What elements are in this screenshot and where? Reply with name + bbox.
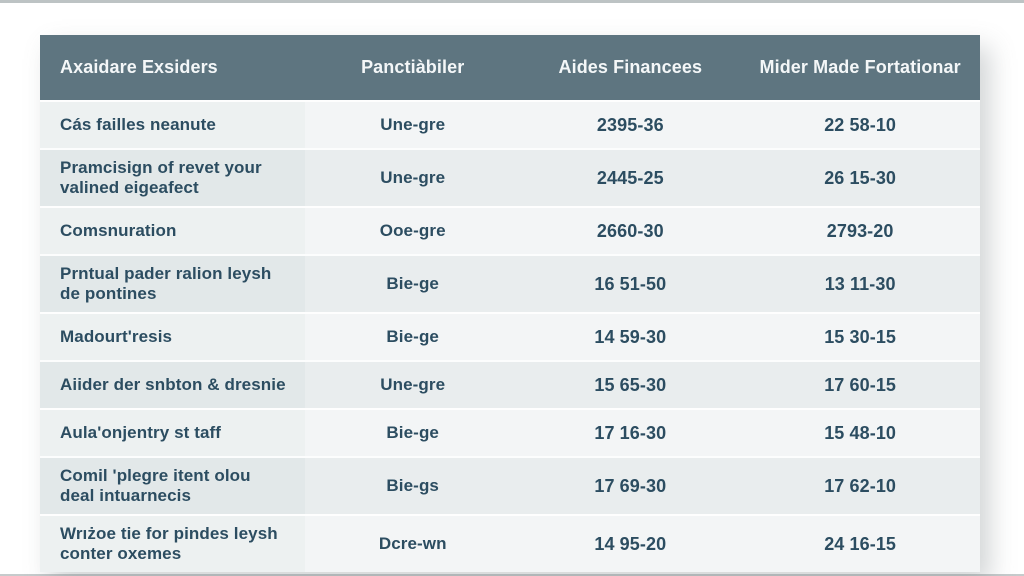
row-label: Cás failles neanute [40,102,306,148]
table-row: Comil 'plegre itent olou deal intuarneci… [40,456,980,515]
row-aides-value: 17 69-30 [594,475,667,496]
row-mider-value: 26 15-30 [824,167,897,188]
row-aides-value: 2660-30 [596,220,664,241]
row-mider-value: 17 60-15 [824,374,897,395]
table-row: Aula'onjentry st taff Bie-ge 17 16-30 15… [40,408,980,457]
table-row: Comsnuration Ooe-gre 2660-30 2793-20 [40,206,980,255]
table-row: Aiider der snbton & dresnie Une-gre 15 6… [40,360,980,409]
row-aides-value: 2445-25 [596,167,664,188]
row-mider-value: 2793-20 [826,220,894,241]
row-type: Une-gre [380,168,446,188]
column-header-panctiabiler: Panctiàbiler [361,57,465,77]
row-label: Comil 'plegre itent olou deal intuarneci… [40,458,306,515]
row-mider-value: 13 11-30 [824,273,896,294]
row-aides-value: 17 16-30 [594,422,667,443]
table-row: Pramcisign of revet your valined eigeafe… [40,148,980,207]
row-type: Bie-gs [386,476,439,496]
row-aides-value: 14 59-30 [594,326,667,347]
row-mider-value: 15 30-15 [824,326,897,347]
row-type: Une-gre [380,115,446,134]
row-type: Bie-ge [386,274,439,294]
row-mider-value: 17 62-10 [824,475,897,496]
row-aides-value: 16 51-50 [594,273,667,294]
column-header-exsiders: Axaidare Exsiders [60,56,218,77]
table-row: Wrıżoe tie for pindes leysh conter oxeme… [40,514,980,573]
table-row: Prntual pader ralion leysh de pontines B… [40,254,980,313]
table-row: Madourt'resis Bie-ge 14 59-30 15 30-15 [40,312,980,361]
data-table: Axaidare Exsiders Panctiàbiler Aides Fin… [40,35,980,573]
row-label: Madourt'resis [40,314,306,361]
row-type: Une-gre [380,375,446,395]
table-header-row: Axaidare Exsiders Panctiàbiler Aides Fin… [40,35,980,100]
row-aides-value: 15 65-30 [594,374,667,395]
row-type: Bie-ge [386,423,439,443]
row-aides-value: 14 95-20 [594,533,667,554]
column-header-aides-financees: Aides Financees [558,57,703,77]
row-type: Ooe-gre [379,221,446,241]
row-type: Dcre-wn [378,534,447,554]
table-row: Cás failles neanute Une-gre 2395-36 22 5… [40,100,980,148]
row-label: Pramcisign of revet your valined eigeafe… [40,150,306,207]
row-aides-value: 2395-36 [596,114,664,135]
row-type: Bie-ge [386,327,439,347]
page-bottom-border [0,574,1024,576]
row-label: Prntual pader ralion leysh de pontines [40,256,306,313]
table-body: Cás failles neanute Une-gre 2395-36 22 5… [40,100,980,573]
row-label: Wrıżoe tie for pindes leysh conter oxeme… [40,516,306,573]
column-header-mider-made: Mider Made Fortationar [759,57,961,77]
row-label: Comsnuration [40,208,306,255]
row-label: Aiider der snbton & dresnie [40,362,306,409]
row-mider-value: 24 16-15 [824,533,897,554]
row-label: Aula'onjentry st taff [40,410,306,457]
row-mider-value: 15 48-10 [824,422,897,443]
page-top-border [0,0,1024,3]
row-mider-value: 22 58-10 [824,114,897,135]
